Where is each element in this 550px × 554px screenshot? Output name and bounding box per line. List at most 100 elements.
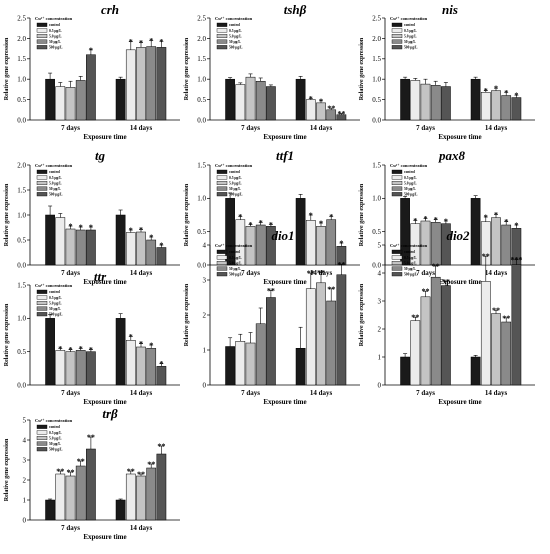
x-tick-label: 7 days — [241, 389, 260, 397]
y-tick-label: 1.5 — [17, 281, 26, 289]
legend-swatch — [391, 22, 403, 27]
significance-mark: * — [159, 241, 163, 250]
bar — [410, 320, 421, 386]
significance-mark: * — [319, 219, 323, 228]
bar — [266, 297, 276, 386]
legend-label: 0.5 μg/L — [229, 256, 242, 260]
y-tick-label: 0 — [23, 516, 27, 524]
significance-mark: * — [149, 341, 153, 350]
significance-mark: * — [514, 91, 518, 100]
bar — [225, 78, 235, 121]
bar — [45, 78, 55, 121]
y-tick-label: 3 — [23, 456, 27, 464]
y-tick-label: 5 — [378, 241, 382, 249]
y-tick-label: 0.5 — [17, 236, 26, 244]
legend-swatch — [36, 312, 48, 317]
x-tick-label: 7 days — [61, 269, 80, 277]
legend-label: control — [229, 250, 240, 254]
bar — [480, 92, 491, 121]
legend-swatch — [36, 34, 48, 39]
chart-panel-1: crh 0.0 0.5 1.0 1.5 2.0 2.5 Relative gene expre… — [4, 2, 180, 141]
bar — [115, 318, 126, 386]
bar — [420, 83, 431, 121]
bar — [55, 86, 66, 121]
bar — [400, 78, 410, 121]
significance-mark: ** — [422, 287, 430, 296]
x-tick-label: 7 days — [416, 124, 435, 132]
significance-mark: * — [159, 360, 163, 369]
significance-mark: * — [424, 214, 428, 223]
bar — [86, 54, 96, 121]
legend-label: 50 μg/L — [229, 267, 241, 271]
bar — [235, 341, 246, 386]
significance-mark: ** — [327, 285, 335, 294]
significance-mark: * — [413, 216, 417, 225]
legend-swatch — [391, 255, 403, 260]
chart-title: pax8 — [438, 148, 466, 163]
y-tick-label: 2.0 — [197, 35, 206, 43]
bar — [400, 356, 410, 386]
x-tick-label: 7 days — [241, 124, 260, 132]
bar — [55, 350, 66, 386]
x-tick-label: 14 days — [130, 389, 153, 397]
legend-swatch — [36, 169, 48, 174]
bar — [491, 313, 501, 386]
legend-label: 0.5 μg/L — [404, 256, 417, 260]
y-tick-label: 0.5 — [372, 228, 381, 236]
x-tick-label: 7 days — [241, 269, 260, 277]
bar — [65, 351, 76, 386]
legend-label: control — [49, 290, 60, 294]
legend-swatch — [391, 175, 403, 180]
bar — [75, 229, 86, 266]
chart-panel-3: nis 0.0 0.5 1.0 1.5 2.0 2.5 Relative gene expre… — [359, 2, 535, 141]
significance-mark: * — [504, 88, 508, 97]
significance-mark: ** — [56, 467, 64, 476]
y-tick-label: 1.0 — [372, 76, 381, 84]
y-tick-label: 1 — [23, 496, 27, 504]
bar — [430, 276, 441, 386]
y-tick-label: 2.5 — [197, 14, 206, 22]
legend-label: 500 μg/L — [49, 448, 63, 452]
significance-mark: * — [514, 221, 518, 230]
bar — [470, 356, 481, 386]
bar — [501, 95, 512, 121]
legend-label: 5.0 μg/L — [49, 436, 62, 440]
y-tick-label: 1.0 — [17, 211, 26, 219]
significance-mark: ** — [337, 109, 345, 118]
bar — [65, 475, 76, 521]
bar — [430, 85, 441, 121]
legend-label: 5.0 μg/L — [49, 181, 62, 185]
bar — [146, 348, 157, 386]
y-tick-label: 0.5 — [372, 96, 381, 104]
legend-label: 5.0 μg/L — [404, 261, 417, 265]
y-tick-label: 1.0 — [197, 195, 206, 203]
significance-mark: * — [139, 226, 143, 235]
significance-mark: ** — [432, 262, 440, 271]
bar — [65, 228, 76, 266]
legend-label: control — [404, 23, 415, 27]
y-tick-label: 1.5 — [197, 161, 206, 169]
y-tick-label: 1.0 — [372, 195, 381, 203]
bar — [336, 274, 347, 386]
bar — [430, 222, 441, 266]
x-tick-label: 14 days — [130, 269, 153, 277]
significance-mark: * — [484, 213, 488, 222]
legend-label: 5.0 μg/L — [229, 261, 242, 265]
bar — [316, 282, 326, 386]
legend-label: 500 μg/L — [49, 46, 63, 50]
significance-mark: ** — [267, 287, 275, 296]
legend-swatch — [216, 28, 228, 33]
y-tick-label: 0 — [203, 381, 207, 389]
significance-mark: * — [58, 344, 62, 353]
y-axis-label: Relative gene expression — [359, 37, 365, 100]
bar — [316, 226, 326, 266]
x-tick-label: 14 days — [310, 124, 333, 132]
legend-swatch — [391, 180, 403, 185]
bar — [86, 229, 96, 266]
bar — [156, 366, 167, 386]
bar — [266, 86, 276, 121]
bar — [156, 247, 167, 266]
legend-swatch — [36, 424, 48, 429]
significance-mark: * — [444, 217, 448, 226]
legend-label: 5.0 μg/L — [229, 34, 242, 38]
